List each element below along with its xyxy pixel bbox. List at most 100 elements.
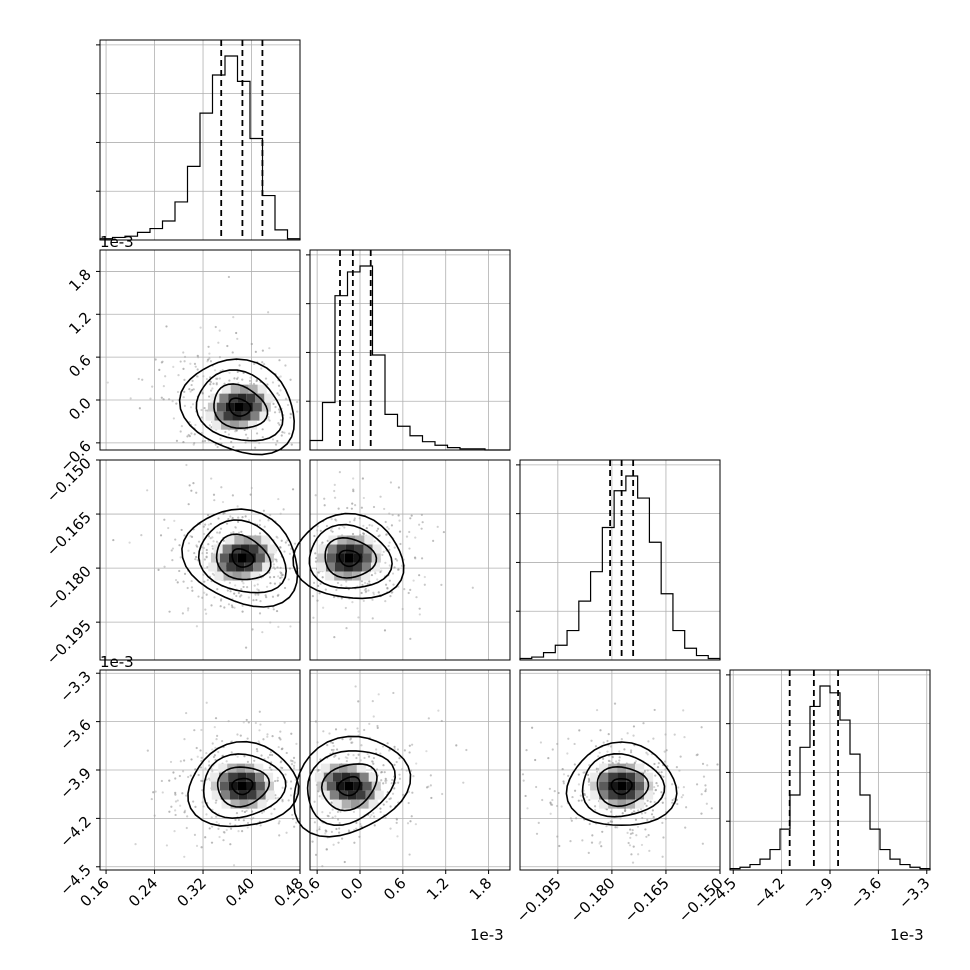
density-cell: [344, 781, 354, 791]
sample-point: [524, 794, 527, 798]
sample-point: [252, 599, 255, 602]
sample-point: [594, 808, 597, 812]
sample-point: [289, 413, 293, 416]
sample-point: [415, 762, 418, 765]
sample-point: [318, 828, 321, 831]
y-tick-label: 0.0: [65, 394, 95, 424]
sample-point: [234, 526, 237, 529]
hist-panel-0: [96, 39, 301, 241]
sample-point: [291, 813, 294, 817]
sample-point: [373, 540, 376, 543]
sample-point: [407, 591, 410, 595]
sample-point: [181, 792, 184, 795]
sample-point: [661, 821, 664, 825]
sample-point: [271, 595, 275, 598]
sample-point: [317, 790, 320, 793]
sample-point: [217, 822, 221, 826]
sample-point: [224, 430, 227, 434]
sample-point: [630, 853, 633, 856]
sample-point: [250, 818, 253, 821]
sample-point: [590, 739, 593, 742]
sample-point: [335, 519, 338, 522]
sample-point: [289, 378, 292, 381]
sample-point: [238, 531, 241, 534]
density-cell: [356, 790, 366, 800]
sample-point: [609, 760, 612, 763]
density-cell: [248, 384, 258, 394]
sample-point: [351, 601, 354, 604]
sample-point: [321, 811, 324, 814]
sample-point: [194, 805, 197, 808]
sample-point: [268, 347, 271, 350]
sample-point: [338, 471, 341, 474]
sample-point: [212, 755, 216, 759]
sample-point: [290, 443, 293, 446]
sample-point: [387, 527, 390, 530]
sample-point: [241, 610, 244, 613]
sample-point: [656, 784, 659, 787]
sample-point: [598, 842, 601, 845]
scatter-panel-0-3: [99, 669, 301, 871]
sample-point: [240, 588, 243, 591]
sample-point: [623, 748, 626, 751]
sample-point: [272, 566, 275, 569]
sample-point: [704, 788, 708, 791]
density-cell: [370, 562, 380, 572]
panel-frame: [519, 459, 721, 661]
sample-point: [176, 799, 179, 802]
sample-point: [230, 751, 233, 754]
sample-point: [212, 540, 215, 543]
sample-point: [277, 575, 280, 578]
sample-point: [273, 807, 276, 811]
sample-point: [313, 821, 316, 824]
sample-point: [240, 594, 243, 597]
x-offset-label: 1e-3: [890, 926, 924, 944]
sample-point: [335, 588, 338, 592]
sample-point: [296, 400, 299, 404]
sample-point: [382, 782, 385, 785]
density-cell: [608, 781, 618, 791]
contour-level-2: [216, 766, 271, 808]
sample-point: [223, 512, 227, 515]
sample-point: [261, 349, 264, 352]
sample-point: [287, 578, 290, 581]
sample-point: [205, 593, 208, 596]
sample-point: [701, 762, 705, 765]
contour-level-2: [320, 763, 378, 812]
sample-point: [173, 830, 176, 833]
sample-point: [319, 758, 322, 761]
sample-point: [190, 758, 193, 761]
sample-point: [700, 812, 703, 815]
sample-point: [575, 817, 578, 820]
density-cell: [337, 535, 347, 545]
sample-point: [216, 734, 219, 737]
y-tick-label: 0.6: [65, 351, 95, 381]
sample-point: [336, 581, 340, 585]
density-cell: [347, 763, 357, 773]
density-cell: [608, 772, 618, 782]
sample-point: [389, 797, 392, 800]
sample-point: [663, 750, 666, 753]
sample-point: [277, 625, 280, 628]
sample-point: [403, 749, 406, 752]
sample-point: [182, 351, 185, 354]
sample-point: [188, 484, 191, 487]
sample-point: [232, 530, 235, 534]
sample-point: [271, 381, 275, 384]
sample-point: [700, 793, 703, 796]
sample-point: [217, 827, 220, 830]
sample-point: [411, 791, 414, 794]
sample-point: [291, 817, 295, 821]
sample-point: [569, 840, 572, 843]
x-tick-label: −3.9: [798, 874, 836, 912]
sample-point: [595, 770, 599, 773]
sample-point: [227, 603, 231, 606]
sample-point: [203, 591, 206, 594]
sample-point: [235, 594, 238, 598]
sample-point: [190, 489, 193, 492]
sample-point: [397, 514, 400, 517]
sample-point: [354, 503, 357, 507]
sample-point: [258, 519, 262, 522]
sample-point: [558, 844, 561, 848]
sample-point: [165, 325, 168, 328]
